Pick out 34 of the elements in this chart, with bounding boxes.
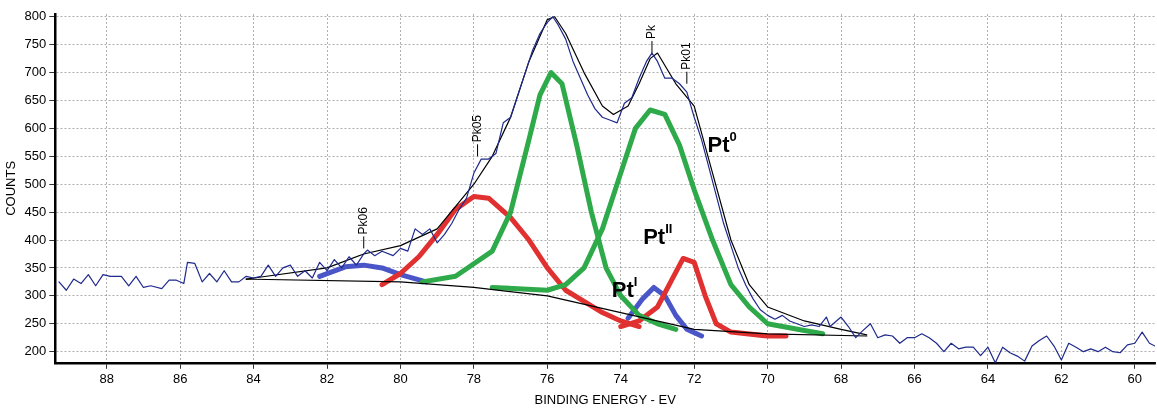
x-tick-label: 68 — [833, 371, 849, 387]
y-tick-label: 700 — [24, 64, 47, 80]
y-tick-label: 350 — [24, 259, 47, 275]
x-tick-label: 88 — [99, 371, 114, 387]
x-tick-label: 66 — [907, 371, 922, 387]
x-axis-title: BINDING ENERGY - EV — [534, 391, 677, 407]
annotation: Pk01 — [679, 42, 694, 70]
x-tick-label: 64 — [980, 371, 996, 387]
x-tick-label: 86 — [172, 371, 188, 387]
x-tick-label: 72 — [686, 371, 702, 387]
annotation: Pk05 — [469, 114, 484, 143]
x-tick-label: 62 — [1054, 371, 1069, 387]
annotation: Pk — [644, 24, 659, 40]
y-tick-label: 800 — [24, 8, 47, 24]
y-axis-title: COUNTS — [3, 160, 19, 216]
y-tick-label: 750 — [24, 36, 47, 52]
x-tick-label: 74 — [613, 371, 628, 387]
x-tick-label: 80 — [393, 371, 408, 387]
x-tick-label: 60 — [1127, 371, 1143, 387]
y-tick-label: 300 — [24, 287, 47, 303]
y-tick-label: 200 — [24, 343, 47, 359]
x-tick-label: 76 — [540, 371, 555, 387]
y-tick-label: 650 — [24, 92, 47, 108]
x-tick-label: 78 — [466, 371, 482, 387]
y-tick-label: 550 — [24, 147, 47, 163]
y-tick-label: 450 — [24, 203, 47, 219]
y-tick-label: 600 — [24, 119, 47, 135]
y-tick-label: 400 — [24, 231, 47, 247]
annotation: Pk06 — [356, 206, 371, 235]
y-tick-label: 250 — [24, 315, 47, 331]
x-tick-label: 70 — [760, 371, 775, 387]
x-tick-label: 82 — [319, 371, 335, 387]
y-tick-label: 500 — [24, 175, 47, 191]
x-tick-label: 84 — [246, 371, 261, 387]
